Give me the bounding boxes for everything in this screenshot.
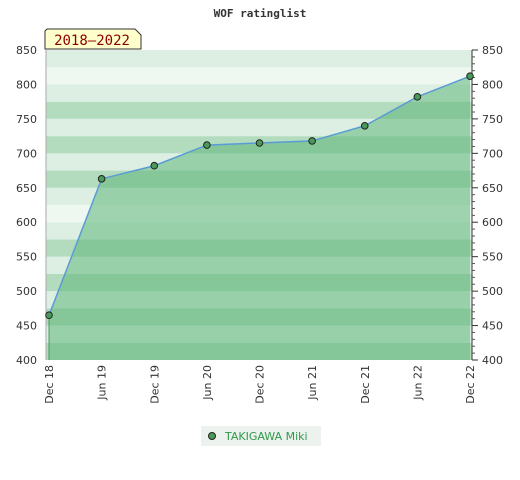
- y-tick-label-right: 800: [482, 78, 503, 91]
- data-point: [150, 161, 159, 170]
- x-tick-label: Dec 21: [359, 365, 372, 404]
- y-tick-label-left: 650: [16, 182, 37, 195]
- data-point: [97, 175, 106, 183]
- x-tick-label: Dec 19: [148, 365, 161, 404]
- x-tick-label: Jun 22: [411, 365, 424, 401]
- y-tick-label-right: 750: [482, 113, 503, 126]
- legend-box: [201, 426, 321, 446]
- band: [46, 50, 472, 68]
- x-tick-label: Dec 20: [254, 365, 267, 404]
- y-tick-label-right: 700: [482, 147, 503, 160]
- data-point: [255, 139, 264, 147]
- y-tick-label-right: 450: [482, 320, 503, 333]
- period-badge: 2018–2022: [44, 28, 142, 50]
- legend: TAKIGAWA Miki: [201, 426, 321, 446]
- band: [46, 67, 472, 85]
- y-tick-label-left: 400: [16, 354, 37, 367]
- data-point: [45, 311, 53, 320]
- y-tick-label-left: 800: [16, 78, 37, 91]
- band: [46, 101, 472, 119]
- data-point: [466, 72, 474, 80]
- y-tick-label-right: 850: [482, 44, 503, 57]
- y-tick-label-right: 650: [482, 182, 503, 195]
- y-tick-label-right: 500: [482, 285, 503, 298]
- y-axis-left-ticks: 400 450 500 550 600 650 700 750 800 850: [16, 44, 37, 367]
- y-tick-label-left: 850: [16, 44, 37, 57]
- y-tick-label-left: 750: [16, 113, 37, 126]
- series-markers: [45, 72, 474, 320]
- x-tick-label: Dec 22: [464, 365, 477, 404]
- y-tick-label-left: 550: [16, 251, 37, 264]
- y-tick-label-left: 600: [16, 216, 37, 229]
- y-tick-label-right: 550: [482, 251, 503, 264]
- y-tick-label-left: 700: [16, 147, 37, 160]
- axes: [45, 50, 473, 360]
- series-area-fill: [49, 76, 470, 360]
- band: [46, 84, 472, 102]
- y-tick-label-right: 400: [482, 354, 503, 367]
- y-axis-right-ticks: 400 450 500 550 600 650 700 750 800 850: [472, 44, 503, 367]
- x-tick-label: Jun 21: [306, 365, 319, 401]
- data-point: [360, 121, 369, 130]
- legend-series-name: TAKIGAWA Miki: [224, 430, 308, 443]
- data-point: [203, 141, 211, 149]
- x-tick-label: Jun 20: [201, 365, 214, 401]
- y-tick-label-left: 500: [16, 285, 37, 298]
- period-badge-text: 2018–2022: [54, 33, 130, 49]
- legend-marker-icon: [208, 432, 216, 440]
- x-tick-label: Dec 18: [43, 365, 56, 404]
- x-tick-label: Jun 19: [96, 365, 109, 401]
- data-point: [413, 93, 422, 101]
- period-badge-frame: [44, 28, 142, 50]
- chart-title: WOF ratinglist: [214, 7, 307, 20]
- x-axis-ticks: Dec 18 Jun 19 Dec 19 Jun 20 Dec 20 Jun 21 Dec …: [43, 365, 477, 404]
- data-point: [308, 137, 316, 145]
- y-tick-label-left: 450: [16, 320, 37, 333]
- y-tick-label-right: 600: [482, 216, 503, 229]
